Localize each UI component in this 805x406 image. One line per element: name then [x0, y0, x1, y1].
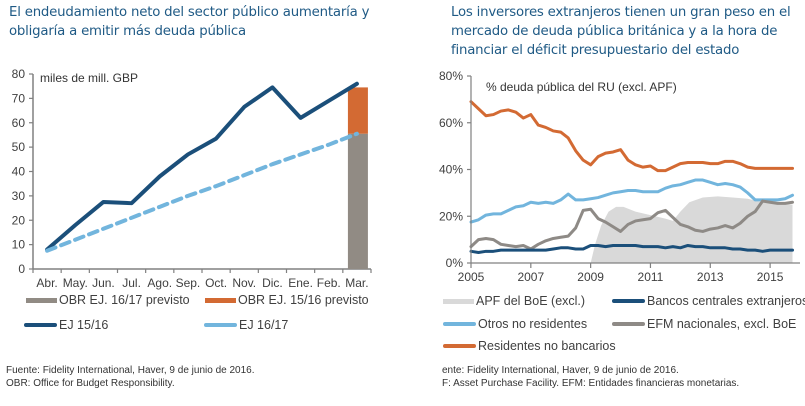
x-tick-label: 2007: [517, 270, 544, 284]
legend-swatch: [26, 297, 57, 303]
legend-swatch: [205, 297, 236, 303]
right-unit-label: % deuda pública del RU (excl. APF): [486, 80, 677, 94]
legend-swatch: [443, 344, 476, 348]
y-tick-label: 40: [12, 165, 26, 179]
series-line-ej-15-16: [45, 81, 359, 252]
x-tick-label: Dic.: [262, 276, 283, 290]
obr-note: OBR: Office for Budget Responsibility.: [6, 378, 175, 389]
legend-swatch: [24, 323, 57, 327]
legend-label: EFM nacionales, excl. BoE: [647, 317, 797, 331]
x-tick-label: Jul.: [122, 276, 141, 290]
x-tick-label: 2011: [638, 270, 664, 284]
right-footnote: ente: Fidelity International, Haver, 9 d…: [442, 364, 739, 390]
y-tick-label: 0: [18, 262, 25, 276]
y-tick-label: 30: [12, 189, 26, 203]
left-unit-label: miles de mill. GBP: [40, 71, 138, 85]
legend-label: Residentes no bancarios: [478, 339, 616, 353]
y-tick-label: 10: [12, 238, 26, 252]
x-tick-label: Ene.: [288, 276, 313, 290]
series-line-otros-no-residentes: [469, 178, 795, 224]
right-chart-title: Los inversores extranjeros tienen un gra…: [451, 5, 791, 58]
bar-obr-ej-16-17-previsto: [347, 133, 368, 269]
apf-note: F: Asset Purchase Facility. EFM: Entidad…: [442, 378, 740, 389]
x-tick-label: Ago.: [147, 276, 172, 290]
legend-label: OBR EJ. 16/17 previsto: [59, 293, 190, 307]
legend-swatch: [612, 299, 645, 303]
left-chart-title: El endeudamiento neto del sector público…: [9, 5, 370, 39]
x-tick-label: 2013: [697, 270, 724, 284]
x-tick-label: Mar.: [345, 276, 368, 290]
legend-label: Bancos centrales extranjeros: [647, 294, 805, 308]
legend-label: Otros no residentes: [478, 317, 588, 331]
y-tick-label: 20%: [439, 209, 463, 223]
y-tick-label: 20: [12, 213, 26, 227]
legend-item-ej-1617: EJ 16/17: [204, 318, 288, 332]
legend-label: EJ 15/16: [59, 318, 109, 332]
legend-label: EJ 16/17: [239, 318, 289, 332]
y-tick-label: 70: [12, 91, 26, 105]
series-line-efm-nacionales-excl-boe: [469, 199, 795, 251]
x-tick-label: Sep.: [176, 276, 201, 290]
legend-swatch: [443, 298, 474, 304]
legend-item-domestic-mfi: EFM nacionales, excl. BoE: [612, 317, 796, 331]
source-note: Fuente: Fidelity International, Haver, 9…: [6, 365, 255, 376]
series-line-ej-16-17: [45, 131, 359, 253]
x-tick-label: Feb.: [317, 276, 341, 290]
legend-item-apf: APF del BoE (excl.): [443, 294, 585, 308]
legend-label: OBR EJ. 15/16 previsto: [238, 293, 369, 307]
legend-item-nonbank-residents: Residentes no bancarios: [443, 339, 616, 353]
y-tick-label: 50: [12, 140, 26, 154]
y-tick-label: 80%: [439, 69, 463, 83]
x-tick-label: Abr.: [36, 276, 57, 290]
series-line-bancos-centrales-extranjeros: [469, 243, 795, 254]
legend-swatch: [204, 323, 237, 327]
x-tick-label: May.: [63, 276, 88, 290]
left-footnote: Fuente: Fidelity International, Haver, 9…: [6, 364, 255, 390]
legend-item-obr-1617: OBR EJ. 16/17 previsto: [26, 293, 190, 307]
source-note: ente: Fidelity International, Haver, 9 d…: [442, 365, 679, 376]
y-tick-label: 40%: [439, 163, 463, 177]
x-tick-label: Jun.: [92, 276, 115, 290]
y-tick-label: 60%: [439, 116, 463, 130]
legend-item-foreign-central-banks: Bancos centrales extranjeros: [612, 294, 805, 308]
legend-item-other-nonresidents: Otros no residentes: [443, 317, 587, 331]
legend-swatch: [612, 322, 645, 326]
legend-label: APF del BoE (excl.): [476, 294, 586, 308]
x-tick-label: 2015: [757, 270, 784, 284]
x-tick-label: Nov.: [232, 276, 256, 290]
bar-obr-ej-15-16-previsto: [347, 87, 368, 134]
x-tick-label: 2005: [458, 270, 485, 284]
legend-swatch: [443, 322, 476, 326]
y-tick-label: 0%: [446, 256, 464, 270]
series-line-residentes-no-bancarios: [469, 100, 795, 173]
x-tick-label: 2009: [577, 270, 604, 284]
legend-item-obr-1516: OBR EJ. 15/16 previsto: [205, 293, 369, 307]
y-tick-label: 60: [12, 116, 26, 130]
y-tick-label: 80: [12, 67, 26, 81]
legend-item-ej-1516: EJ 15/16: [24, 318, 108, 332]
x-tick-label: Oct.: [205, 276, 227, 290]
